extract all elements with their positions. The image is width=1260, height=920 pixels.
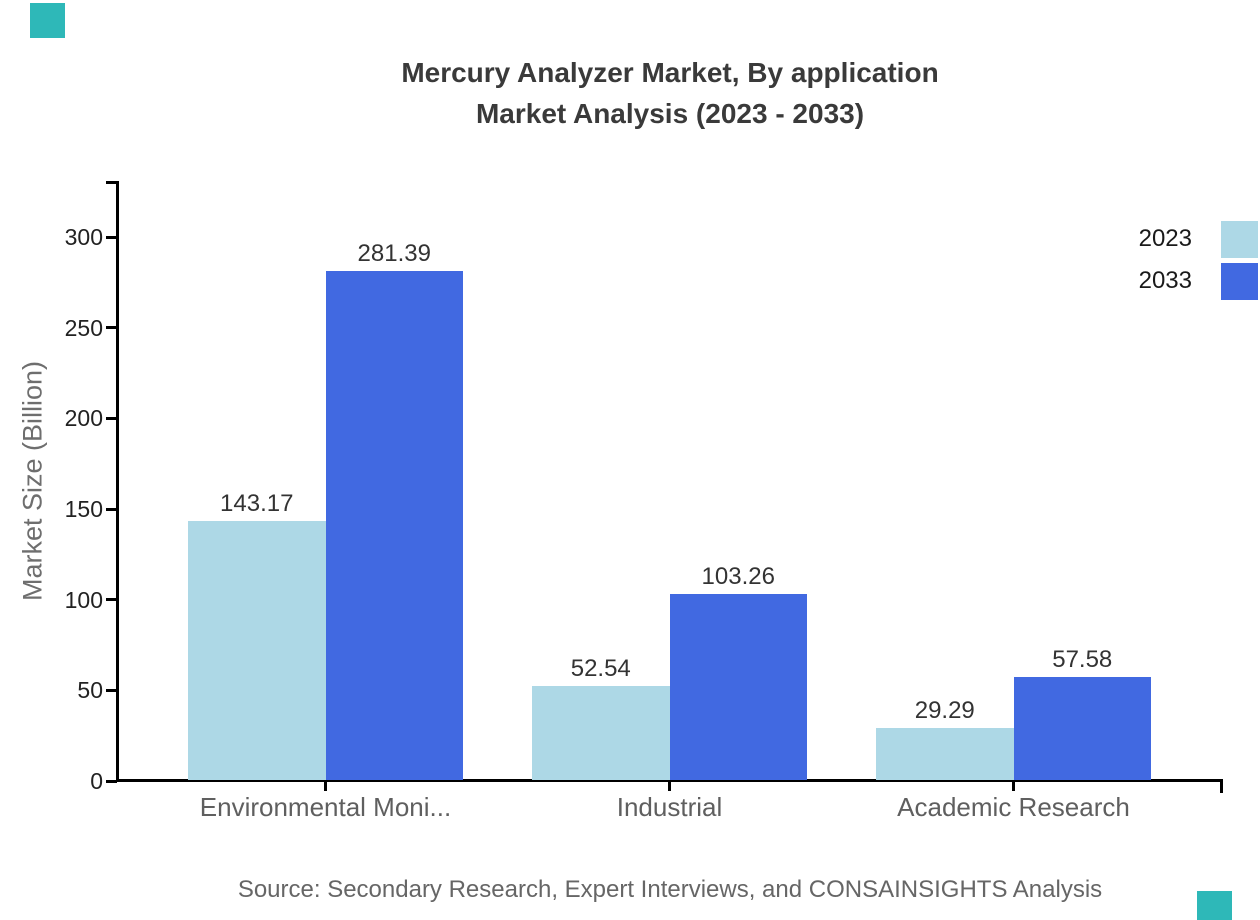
x-tick bbox=[324, 780, 327, 791]
bar-2033-3 bbox=[1013, 677, 1151, 780]
y-tick bbox=[106, 507, 117, 511]
y-axis-end-cap bbox=[106, 181, 116, 184]
y-tick bbox=[106, 688, 117, 692]
source-text: Source: Secondary Research, Expert Inter… bbox=[237, 876, 1103, 903]
y-axis-title: Market Size (Billion) bbox=[17, 360, 48, 602]
y-tick-label: 0 bbox=[90, 768, 103, 794]
y-tick-label: 150 bbox=[64, 496, 103, 522]
chart-subtitle: Market Analysis (2023 - 2033) bbox=[475, 98, 865, 129]
y-tick bbox=[106, 326, 117, 330]
legend-swatch-2023 bbox=[1221, 220, 1258, 258]
x-tick bbox=[668, 780, 671, 791]
bar-value-label: 143.17 bbox=[220, 490, 294, 517]
y-tick-label: 200 bbox=[64, 405, 103, 432]
bar-value-label: 57.58 bbox=[1052, 646, 1113, 673]
y-tick-label: 100 bbox=[64, 586, 103, 613]
bar-2033-2 bbox=[669, 594, 807, 780]
chart-title: Mercury Analyzer Market, By application bbox=[401, 57, 939, 88]
bar-value-label: 29.29 bbox=[914, 697, 975, 724]
x-category-label: Environmental Moni... bbox=[199, 792, 452, 822]
x-category-label: Academic Research bbox=[897, 792, 1130, 822]
y-tick bbox=[106, 779, 117, 783]
brand-corner-accent-top-left bbox=[30, 3, 65, 38]
legend-swatch-2033 bbox=[1221, 262, 1258, 300]
bar-value-label: 103.26 bbox=[701, 563, 775, 590]
bar-2023-1 bbox=[188, 521, 326, 780]
legend-label-2023: 2023 bbox=[1138, 225, 1192, 252]
x-axis-end-cap bbox=[1220, 779, 1223, 793]
y-tick-label: 250 bbox=[64, 314, 103, 341]
x-category-label: Industrial bbox=[616, 792, 723, 822]
brand-corner-accent-bottom-right bbox=[1197, 891, 1232, 920]
legend: 2023 2033 bbox=[1139, 218, 1258, 302]
y-tick-label: 50 bbox=[77, 677, 103, 704]
y-tick bbox=[106, 235, 117, 239]
legend-item-2023: 2023 bbox=[1139, 218, 1258, 260]
y-tick bbox=[106, 416, 117, 420]
legend-item-2033: 2033 bbox=[1139, 260, 1258, 302]
y-tick-label: 300 bbox=[64, 224, 103, 250]
legend-label-2033: 2033 bbox=[1138, 267, 1192, 294]
bar-2033-1 bbox=[325, 271, 463, 780]
y-axis-line bbox=[116, 181, 119, 782]
x-tick bbox=[1012, 780, 1015, 791]
bar-value-label: 52.54 bbox=[570, 655, 631, 682]
bar-value-label: 281.39 bbox=[357, 240, 431, 267]
chart-title-block: Mercury Analyzer Market, By application … bbox=[80, 52, 1260, 134]
bar-2023-3 bbox=[876, 728, 1014, 780]
y-tick bbox=[106, 598, 117, 602]
bar-2023-2 bbox=[532, 686, 670, 780]
